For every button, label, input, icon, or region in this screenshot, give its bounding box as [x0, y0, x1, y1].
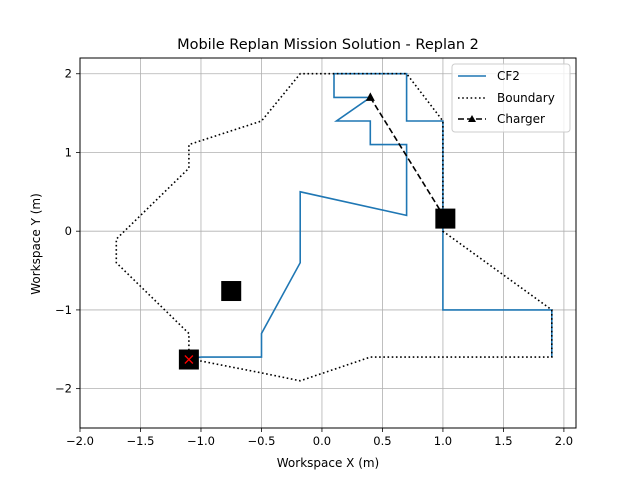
x-tick-label: 1.0 — [434, 434, 452, 448]
legend-label-charger: Charger — [497, 112, 545, 126]
y-axis-label: Workspace Y (m) — [29, 193, 43, 295]
plot-frame — [79, 57, 577, 429]
series-point-charger — [365, 92, 375, 101]
y-tick-label: −1 — [55, 303, 72, 317]
legend-label-cf2: CF2 — [497, 69, 520, 83]
y-ticks: −2 −1 0 1 2 — [55, 67, 80, 396]
x-ticks: −2.0 −1.5 −1.0 −0.5 0.0 0.5 1.0 1.5 2.0 — [66, 428, 573, 448]
x-tick-label: 0.5 — [373, 434, 391, 448]
chart-title: Mobile Replan Mission Solution - Replan … — [177, 37, 479, 53]
y-tick-label: −2 — [55, 382, 72, 396]
square-marker — [435, 208, 456, 229]
series-line-charger — [369, 96, 446, 220]
y-tick-label: 1 — [65, 145, 72, 159]
x-tick-label: 2.0 — [555, 434, 573, 448]
y-tick-label: 0 — [65, 224, 72, 238]
legend: CF2 Boundary Charger — [451, 63, 571, 133]
series-line-cf2 — [188, 72, 553, 360]
x-tick-label: 1.5 — [494, 434, 512, 448]
x-tick-label: −0.5 — [247, 434, 275, 448]
x-tick-label: −1.0 — [187, 434, 215, 448]
series-line-boundary — [115, 72, 553, 382]
y-tick-label: 2 — [65, 67, 72, 81]
x-tick-label: −2.0 — [66, 434, 94, 448]
legend-box — [451, 63, 571, 133]
plot-markers — [178, 208, 456, 370]
square-marker — [221, 281, 242, 302]
legend-marker-charger — [468, 115, 476, 122]
x-marker — [184, 355, 194, 364]
x-tick-label: −1.5 — [127, 434, 155, 448]
x-axis-label: Workspace X (m) — [277, 456, 380, 470]
x-tick-label: 0.0 — [313, 434, 331, 448]
legend-label-boundary: Boundary — [497, 91, 555, 105]
